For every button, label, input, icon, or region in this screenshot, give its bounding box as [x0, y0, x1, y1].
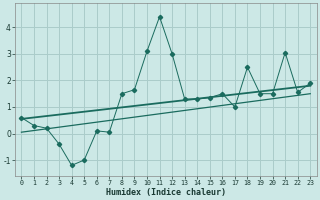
- X-axis label: Humidex (Indice chaleur): Humidex (Indice chaleur): [106, 188, 226, 197]
